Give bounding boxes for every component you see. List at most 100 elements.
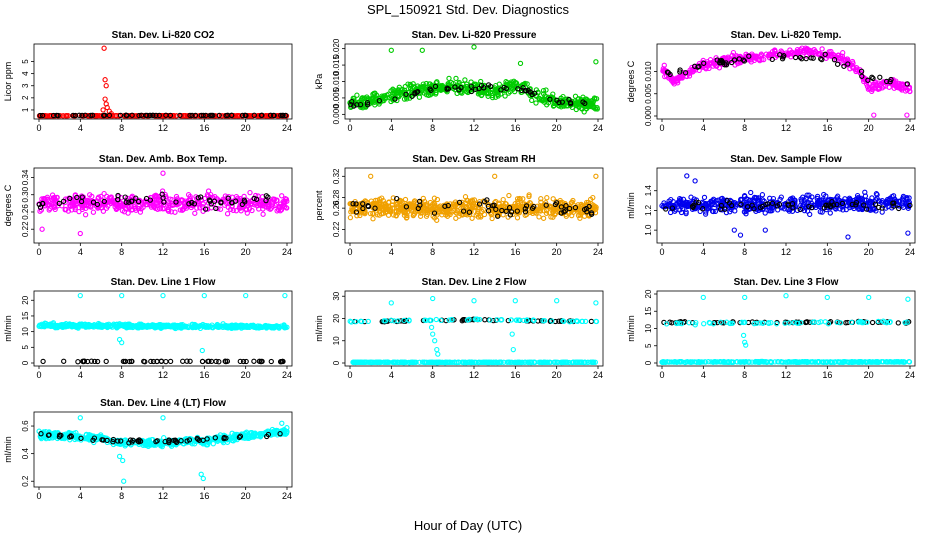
data-point (858, 70, 864, 77)
data-point (169, 202, 175, 208)
plot-frame (344, 290, 604, 367)
x-tick-label: 4 (78, 370, 83, 380)
data-point (888, 76, 894, 83)
data-point (456, 87, 462, 93)
data-point (852, 67, 859, 73)
data-point (841, 63, 847, 69)
data-point (36, 201, 42, 208)
data-point (733, 53, 740, 59)
data-point (877, 74, 883, 80)
x-tick-label: 16 (822, 370, 832, 380)
data-point (766, 52, 772, 58)
data-point (827, 210, 833, 216)
data-point (191, 201, 198, 207)
data-point (160, 206, 166, 212)
x-tick-label: 0 (659, 123, 664, 133)
data-point (357, 212, 363, 219)
data-point (514, 215, 521, 221)
data-point (428, 324, 435, 331)
data-point (143, 201, 149, 208)
x-tick-label: 8 (119, 247, 124, 257)
data-point (370, 216, 376, 222)
data-point (421, 90, 428, 96)
data-point (426, 81, 432, 87)
data-point (540, 215, 547, 221)
data-point (117, 112, 124, 119)
data-point (790, 50, 796, 56)
y-tick-label: 0 (21, 360, 30, 365)
data-point (101, 190, 107, 197)
data-point (818, 56, 824, 62)
data-point (148, 358, 154, 365)
data-point (716, 65, 723, 71)
y-tick-label: 10 (644, 324, 653, 333)
y-tick-label: 2 (21, 95, 30, 100)
data-point (133, 207, 139, 213)
chart-title: Stan. Dev. Li-820 CO2 (112, 30, 215, 41)
data-point (82, 212, 89, 218)
y-tick-label: 4 (21, 71, 30, 76)
y-axis-label: ml/min (626, 192, 636, 219)
data-point (242, 112, 248, 118)
data-point (123, 199, 129, 205)
x-tick-label: 12 (781, 370, 791, 380)
data-point (52, 206, 58, 213)
x-tick-label: 16 (199, 370, 209, 380)
data-point (216, 112, 222, 119)
data-point (468, 79, 474, 85)
y-tick-label: 10 (21, 327, 30, 336)
data-point (701, 194, 708, 201)
data-point (554, 298, 560, 304)
x-tick-label: 0 (659, 370, 664, 380)
data-point (512, 298, 518, 304)
data-point (231, 113, 238, 119)
data-point (905, 296, 911, 302)
x-tick-label: 16 (510, 370, 520, 380)
y-tick-label: 0 (332, 360, 341, 365)
data-point (161, 199, 167, 205)
data-point (900, 85, 906, 91)
data-point (471, 298, 477, 304)
data-point (433, 316, 439, 323)
data-point (192, 210, 198, 216)
x-tick-label: 4 (389, 247, 394, 257)
data-point (88, 204, 94, 210)
data-point (531, 90, 538, 96)
data-point (741, 58, 748, 64)
data-point (354, 92, 360, 98)
data-point (263, 197, 269, 204)
data-point (891, 82, 898, 88)
x-tick-label: 20 (864, 123, 874, 133)
data-point (159, 188, 166, 194)
y-axis-label: ml/min (314, 315, 324, 342)
data-point (75, 359, 81, 365)
y-axis-label: ml/min (3, 436, 13, 463)
data-point (446, 75, 452, 82)
y-tick-label: 3 (21, 83, 30, 88)
data-point (51, 195, 57, 202)
data-point (140, 204, 146, 210)
data-point (95, 194, 102, 200)
data-point (101, 198, 107, 205)
data-point (517, 60, 524, 67)
data-point (125, 210, 131, 216)
data-point (821, 52, 827, 58)
data-point (810, 55, 816, 61)
data-point (57, 113, 63, 119)
data-point (114, 205, 120, 212)
data-point (904, 81, 910, 87)
x-tick-label: 16 (822, 247, 832, 257)
data-point (870, 75, 876, 82)
data-point (452, 84, 458, 90)
data-point (468, 88, 475, 95)
data-point (270, 112, 277, 119)
data-point (205, 188, 212, 194)
data-point (229, 112, 235, 119)
data-point (873, 83, 880, 89)
data-point (533, 100, 539, 106)
x-tick-label: 0 (347, 370, 352, 380)
data-point (69, 200, 76, 206)
data-point (575, 96, 581, 102)
